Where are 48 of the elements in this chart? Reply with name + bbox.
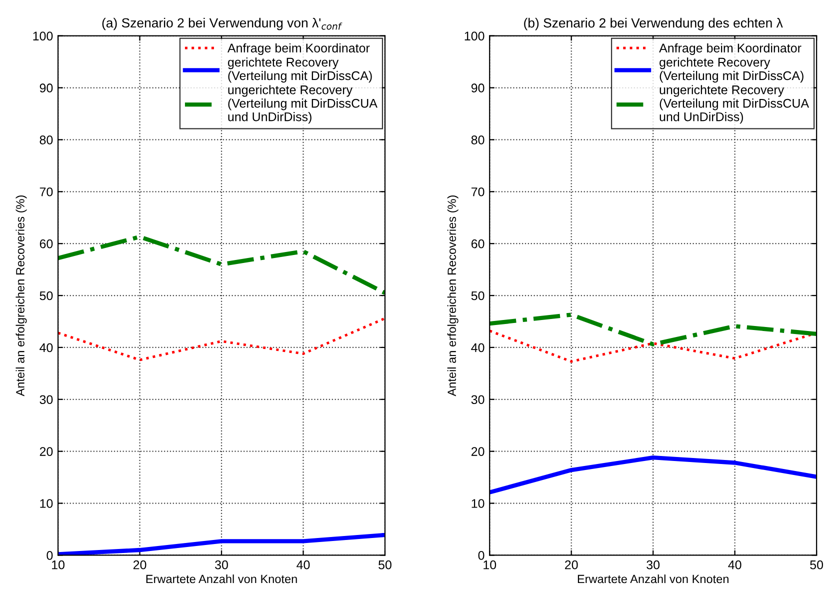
y-tick-label: 0 bbox=[46, 551, 53, 560]
y-tick-label: 70 bbox=[40, 187, 53, 196]
legend-label: ungerichtete Recovery (Verteilung mit DirDissCUA und UnDirDiss) bbox=[228, 85, 378, 124]
y-tick-label: 10 bbox=[40, 499, 53, 508]
x-tick-label: 10 bbox=[52, 560, 64, 570]
x-axis-title: Erwartete Anzahl von Knoten bbox=[578, 574, 728, 584]
x-tick-label: 50 bbox=[378, 560, 392, 570]
legend-label: Anfrage beim Koordinator bbox=[227, 43, 370, 55]
y-tick-label: 80 bbox=[40, 136, 53, 144]
y-tick-label: 40 bbox=[40, 343, 53, 352]
y-tick-label: 60 bbox=[471, 239, 484, 248]
y-tick-label: 40 bbox=[471, 343, 484, 352]
line-series bbox=[490, 455, 817, 494]
y-tick-label: 100 bbox=[33, 32, 53, 40]
x-tick-label: 10 bbox=[484, 560, 496, 570]
y-tick-label: 50 bbox=[471, 291, 484, 300]
y-tick-label: 100 bbox=[464, 32, 484, 40]
x-axis-title: Erwartete Anzahl von Knoten bbox=[146, 574, 297, 584]
y-tick-label: 80 bbox=[471, 136, 484, 144]
x-tick-label: 40 bbox=[296, 560, 310, 570]
y-axis-title: Anteil an erfolgreichen Recoveries (%) bbox=[16, 196, 27, 396]
legend-label: Anfrage beim Koordinator bbox=[659, 43, 802, 55]
legend-label: gerichtete Recovery (Verteilung mit DirDissCA) bbox=[228, 57, 372, 83]
y-tick-label: 60 bbox=[40, 239, 53, 248]
line-series bbox=[58, 317, 385, 362]
y-tick-label: 10 bbox=[472, 499, 484, 508]
chart-title: (b) Szenario 2 bei Verwendung des echten λ bbox=[524, 18, 783, 30]
x-tick-label: 30 bbox=[215, 560, 228, 570]
y-tick-label: 70 bbox=[471, 187, 484, 196]
line-series bbox=[58, 234, 385, 296]
y-tick-label: 50 bbox=[40, 291, 53, 300]
y-tick-label: 20 bbox=[471, 447, 484, 456]
y-tick-label: 0 bbox=[478, 551, 484, 560]
x-tick-label: 20 bbox=[565, 560, 578, 570]
x-tick-label: 30 bbox=[646, 560, 660, 570]
y-tick-label: 30 bbox=[40, 395, 53, 404]
y-axis-title: Anteil an erfolgreichen Recoveries (%) bbox=[447, 196, 458, 396]
y-tick-label: 30 bbox=[471, 395, 484, 404]
legend-label: ungerichtete Recovery (Verteilung mit DirDissCUA und UnDirDiss) bbox=[660, 85, 810, 124]
y-tick-label: 90 bbox=[40, 84, 53, 92]
x-tick-label: 40 bbox=[728, 560, 742, 570]
legend-label: gerichtete Recovery (Verteilung mit DirDissCA) bbox=[660, 57, 804, 83]
chart-title: (a) Szenario 2 bei Verwendung von λ'$_{conf}$ bbox=[102, 18, 342, 30]
y-tick-label: 20 bbox=[40, 447, 53, 456]
x-tick-label: 50 bbox=[810, 560, 824, 570]
line-series bbox=[490, 312, 817, 346]
y-tick-label: 90 bbox=[471, 84, 484, 92]
x-tick-label: 20 bbox=[133, 560, 146, 570]
